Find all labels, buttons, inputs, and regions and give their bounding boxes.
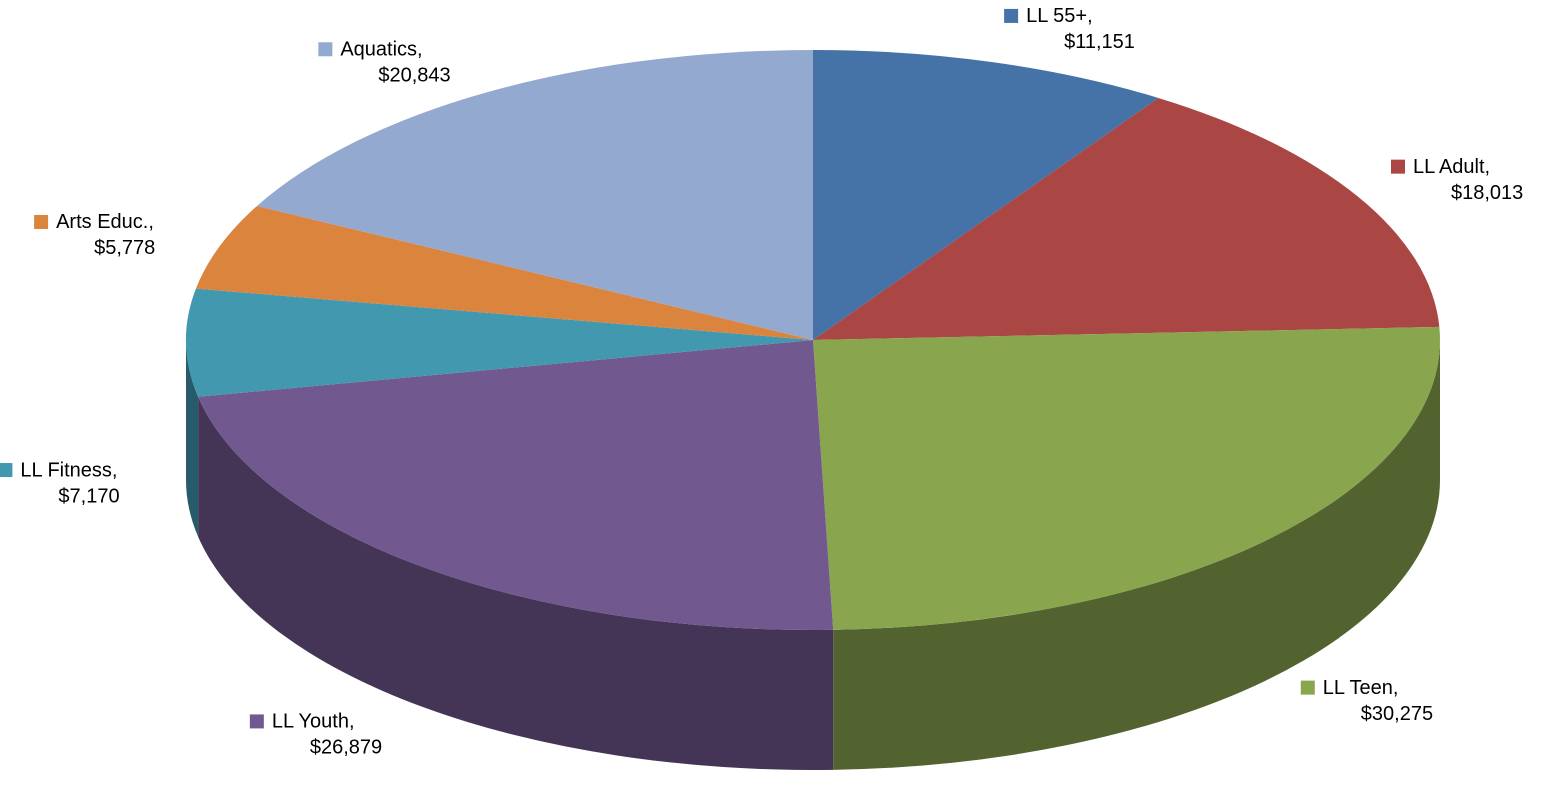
data-label-name: LL Teen, bbox=[1323, 677, 1399, 699]
data-label-name: LL Fitness, bbox=[20, 459, 117, 481]
slice bbox=[813, 50, 1159, 340]
label-swatch bbox=[34, 214, 49, 229]
data-label-name: LL Adult, bbox=[1413, 156, 1490, 178]
slice bbox=[195, 205, 813, 340]
data-label-value: $18,013 bbox=[1451, 182, 1523, 204]
label-swatch bbox=[1300, 680, 1315, 695]
label-swatch bbox=[1004, 8, 1019, 23]
slice bbox=[256, 50, 813, 340]
label-swatch bbox=[0, 463, 13, 478]
data-label-name: Aquatics, bbox=[340, 39, 422, 61]
slice-side bbox=[833, 340, 1440, 770]
slice bbox=[198, 340, 834, 630]
slice-side bbox=[186, 340, 199, 537]
data-label-name: LL 55+, bbox=[1026, 5, 1093, 27]
slice-side bbox=[198, 396, 834, 770]
label-swatch bbox=[1390, 159, 1405, 174]
data-label-value: $20,843 bbox=[378, 65, 450, 87]
data-label-value: $11,151 bbox=[1064, 31, 1135, 53]
label-swatch bbox=[318, 42, 333, 57]
data-label-name: Arts Educ., bbox=[56, 211, 154, 233]
data-label-value: $5,778 bbox=[94, 237, 155, 259]
slice bbox=[813, 97, 1440, 341]
label-swatch bbox=[249, 714, 264, 729]
data-label-value: $26,879 bbox=[310, 737, 382, 759]
slice bbox=[185, 288, 813, 397]
data-label-value: $7,170 bbox=[58, 485, 119, 507]
data-label-name: LL Youth, bbox=[272, 711, 355, 733]
slice bbox=[813, 326, 1440, 630]
data-label-value: $30,275 bbox=[1361, 703, 1433, 725]
